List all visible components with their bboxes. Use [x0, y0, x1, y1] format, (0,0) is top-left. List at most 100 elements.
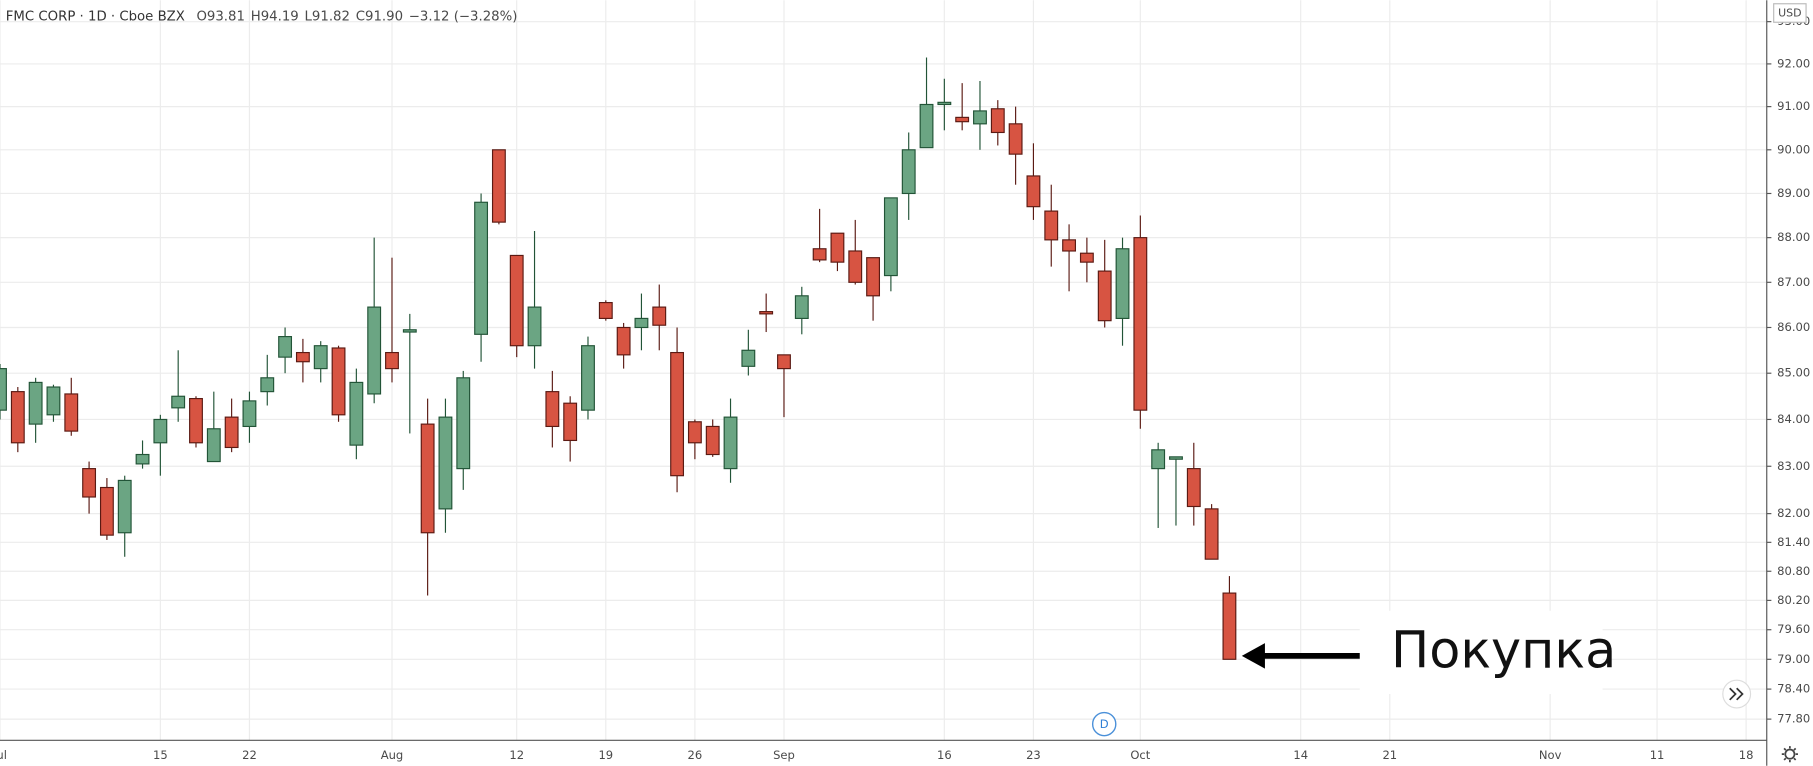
candle-body — [1008, 123, 1023, 155]
y-tick-label: 78.40 — [1777, 682, 1810, 696]
candle-body — [135, 453, 150, 465]
y-tick-label: 77.80 — [1777, 712, 1810, 726]
candle-body — [82, 468, 97, 498]
candle-body — [563, 402, 578, 442]
candle-body — [1097, 270, 1112, 322]
candle-body — [153, 418, 168, 444]
candle-body — [527, 306, 542, 347]
candle-body — [0, 368, 7, 411]
candle-body — [990, 108, 1005, 134]
candle-body — [687, 421, 702, 444]
y-tick-label: 92.00 — [1777, 56, 1810, 70]
candle-body — [794, 295, 809, 319]
y-tick-label: 83.00 — [1777, 459, 1810, 473]
x-tick-label: 21 — [1382, 748, 1397, 762]
candle-body — [955, 116, 970, 123]
candle-body — [224, 416, 239, 449]
candle-body — [866, 257, 881, 297]
candle-body — [1204, 508, 1219, 560]
candle-body — [385, 351, 399, 370]
x-tick-label: Sep — [773, 748, 795, 762]
candle-body — [1222, 592, 1237, 660]
candle-body — [777, 354, 791, 370]
x-tick-label: 23 — [1026, 748, 1041, 762]
y-tick-label: 87.00 — [1777, 275, 1810, 289]
candle-body — [1079, 252, 1094, 263]
candle-body — [848, 250, 863, 283]
x-tick-label: 19 — [598, 748, 613, 762]
candle-body — [438, 416, 453, 510]
candle-body — [171, 395, 186, 409]
candle-body — [1133, 237, 1148, 411]
x-tick-label: 15 — [153, 748, 168, 762]
dividend-marker-label: D — [1100, 717, 1109, 731]
y-tick-label: 85.00 — [1777, 366, 1810, 380]
candle-body — [1062, 239, 1077, 252]
candle-body — [634, 317, 649, 329]
settings-icon[interactable] — [1784, 748, 1796, 760]
candle-body — [402, 329, 417, 333]
candle-body — [670, 351, 685, 477]
y-tick-label: 80.20 — [1777, 593, 1810, 607]
candle-body — [46, 386, 61, 416]
candle-body — [1151, 449, 1166, 470]
candle-body — [474, 201, 489, 335]
candle-body — [420, 423, 435, 534]
currency-box — [1773, 3, 1807, 23]
y-tick-label: 90.00 — [1777, 142, 1810, 156]
candle-body — [652, 306, 667, 326]
candle-body — [260, 377, 275, 393]
legend-low: L91.82 — [305, 9, 350, 24]
candle-body — [189, 397, 203, 444]
currency: USD — [1778, 7, 1801, 20]
candle-body — [1186, 468, 1201, 508]
y-tick-label: 84.00 — [1777, 412, 1810, 426]
scroll-to-latest[interactable] — [1722, 679, 1752, 709]
x-tick-label: 16 — [937, 748, 952, 762]
candle-body — [295, 351, 310, 363]
candle-body — [937, 101, 952, 106]
annotation-arrowhead — [1241, 643, 1265, 669]
candle-body — [456, 377, 471, 470]
y-tick-label: 82.00 — [1777, 506, 1810, 520]
candles — [0, 57, 1237, 660]
annotation: Покупка — [1391, 621, 1616, 680]
candle-body — [278, 336, 293, 358]
candle-body — [331, 347, 346, 416]
candle-body — [1115, 248, 1130, 319]
legend-open: O93.81 — [196, 9, 244, 24]
settings[interactable] — [1781, 746, 1798, 763]
candle-body — [206, 428, 221, 463]
candle-body — [919, 103, 934, 149]
x-tick-label: 18 — [1739, 748, 1754, 762]
candle-body — [723, 416, 738, 470]
x-tick-label: Nov — [1539, 748, 1562, 762]
candle-body — [973, 110, 987, 125]
legend-close: C91.90 — [356, 9, 403, 24]
legend-high: H94.19 — [251, 9, 299, 24]
scroll-icon — [1729, 687, 1744, 701]
candle-body — [313, 345, 328, 370]
axes: 93.0092.0091.0090.0089.0088.0087.0086.00… — [0, 14, 1810, 762]
y-tick-label: 80.80 — [1777, 564, 1810, 578]
candle-body — [581, 345, 595, 411]
x-tick-label: 14 — [1293, 748, 1308, 762]
x-tick-label: Jul — [0, 748, 7, 762]
candle-body — [598, 301, 613, 319]
settings-teeth — [1781, 746, 1798, 763]
candle-body — [883, 197, 898, 277]
candle-body — [367, 306, 382, 395]
dividend-marker[interactable] — [1091, 711, 1117, 737]
symbol: FMC CORP · 1D · Cboe BZX — [6, 9, 185, 24]
y-tick-label: 81.40 — [1777, 535, 1810, 549]
y-tick-label: 86.00 — [1777, 320, 1810, 334]
candle-body — [1026, 175, 1041, 208]
x-tick-label: 22 — [242, 748, 257, 762]
candle-body — [117, 479, 132, 534]
candle-body — [705, 425, 720, 456]
annotation-background — [1359, 610, 1603, 695]
candle-body — [741, 349, 756, 367]
candle-body — [491, 149, 506, 223]
candle-body — [759, 311, 774, 315]
